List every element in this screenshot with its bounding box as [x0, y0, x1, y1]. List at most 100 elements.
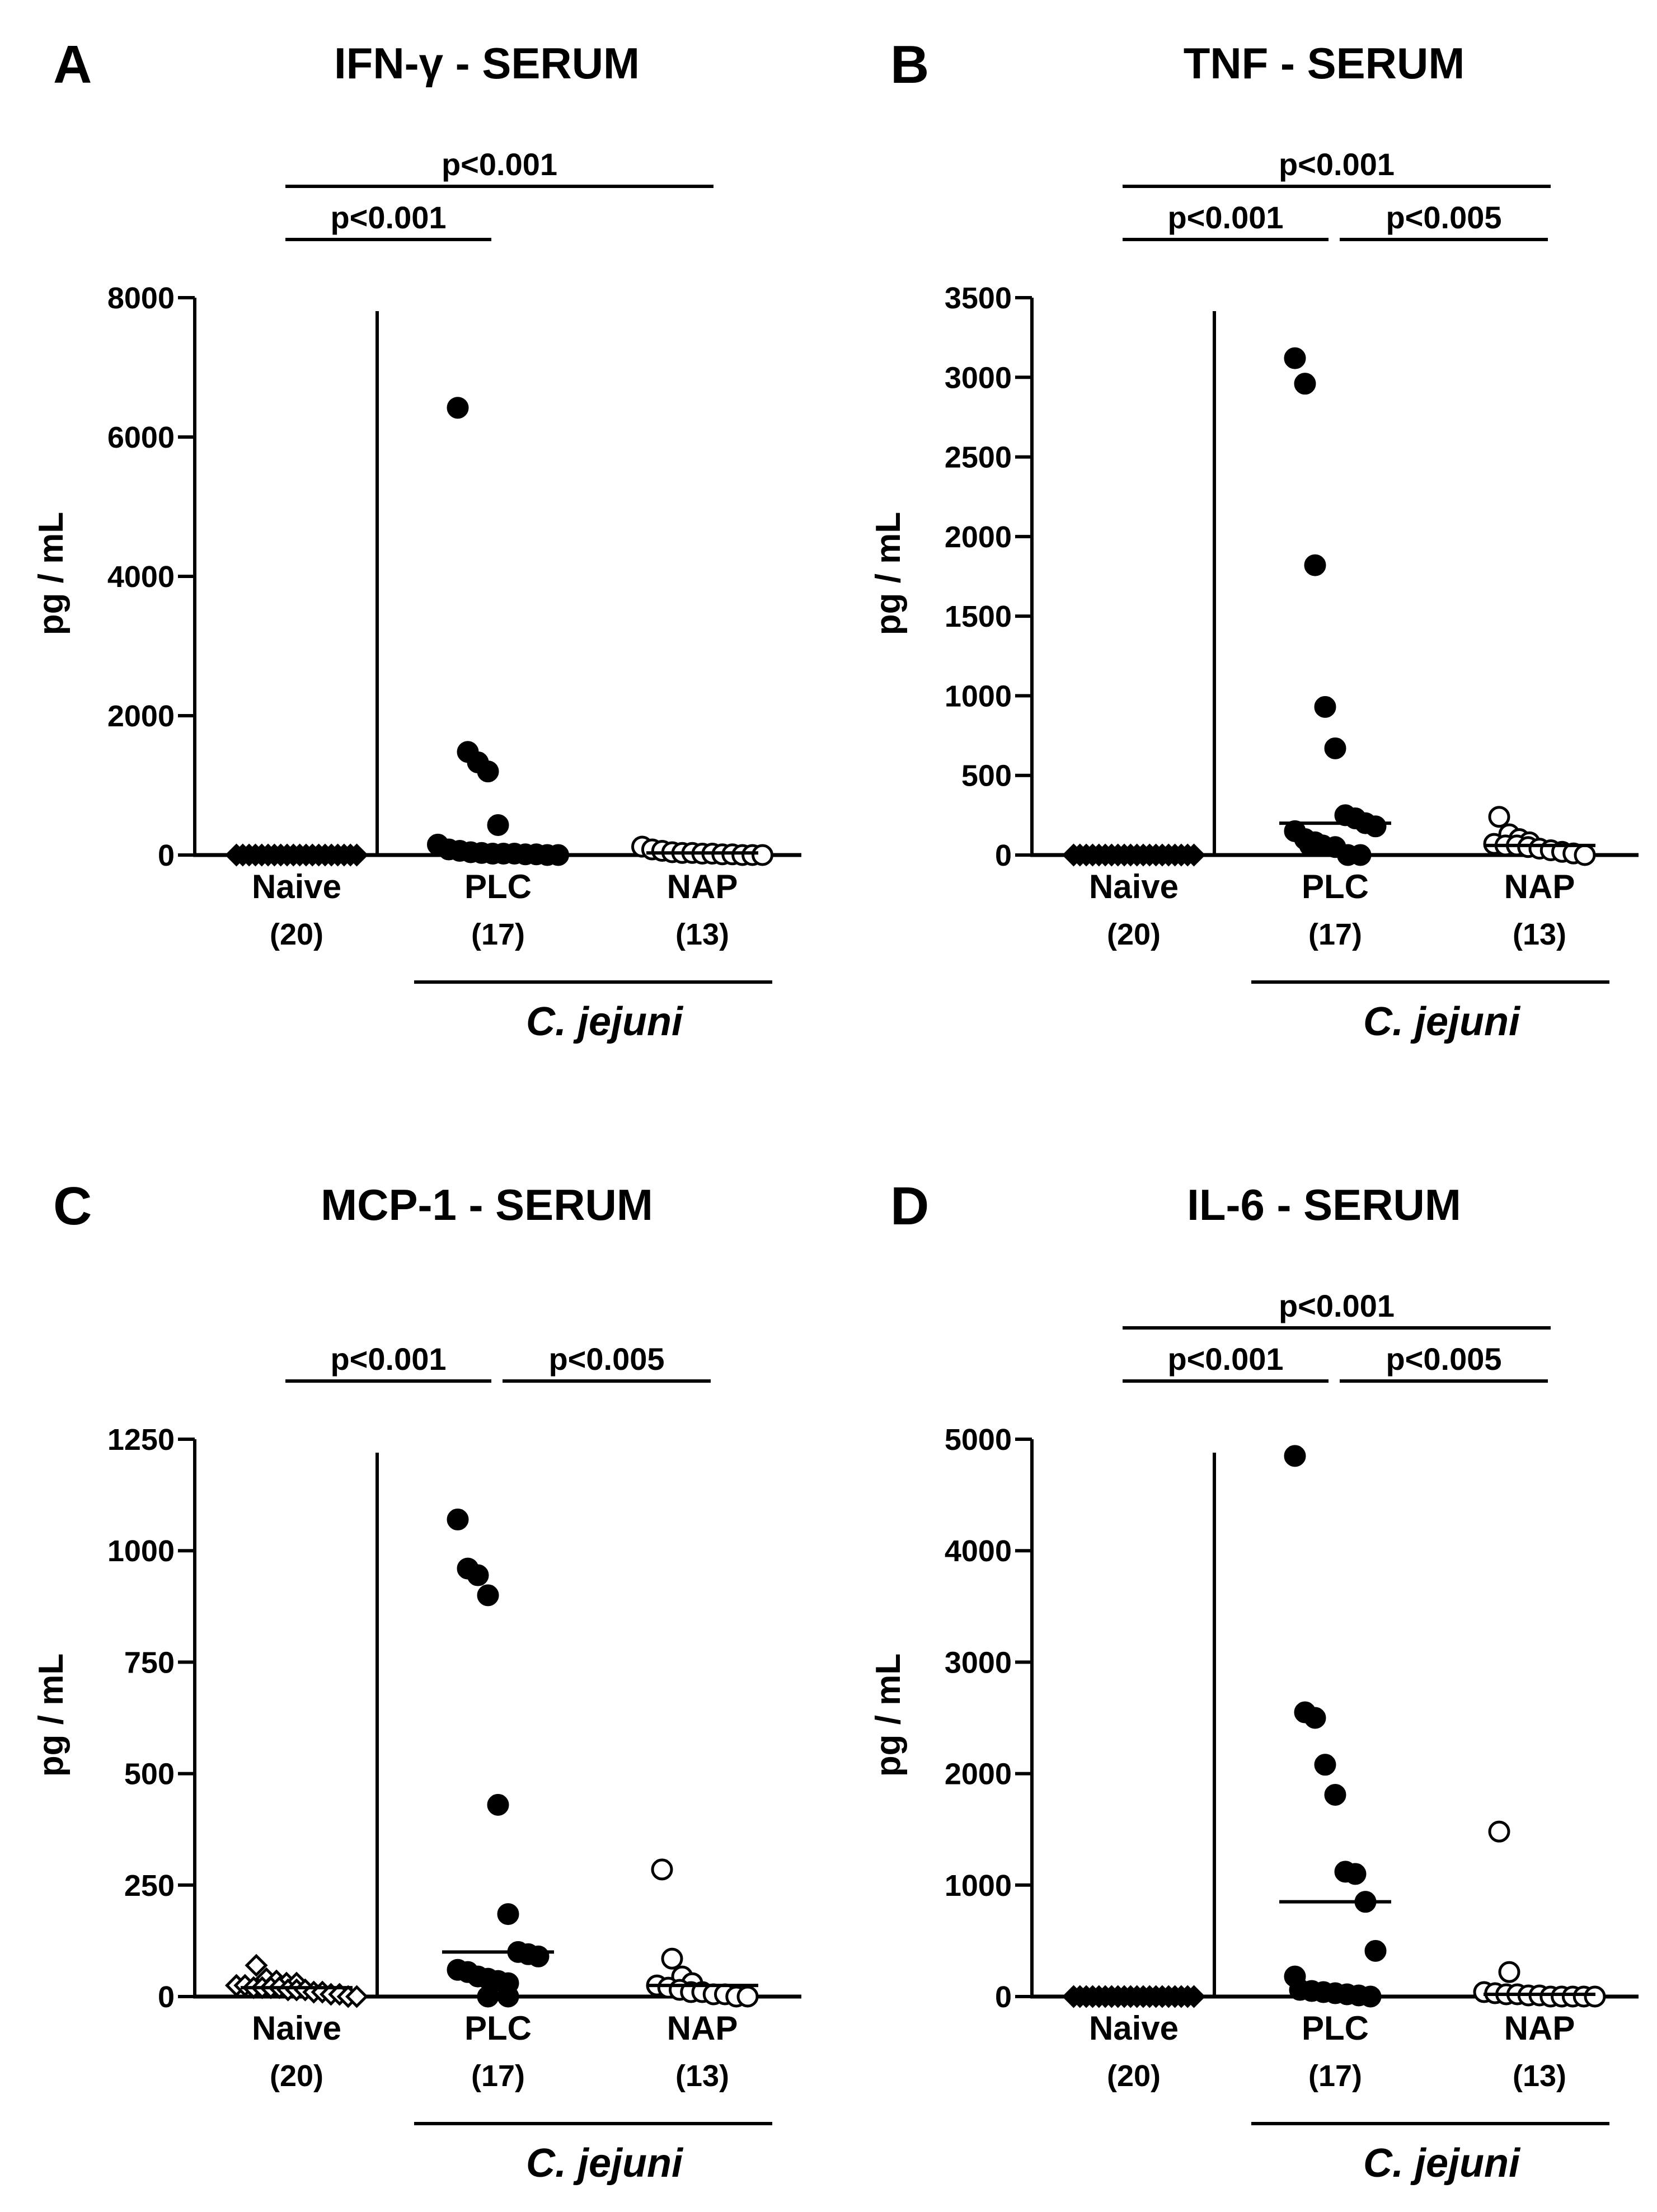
- y-tick-label: 1000: [945, 1869, 1012, 1903]
- data-point-plc: [487, 814, 509, 836]
- data-point-plc: [1364, 1939, 1387, 1962]
- data-point-nap: [661, 1947, 683, 1970]
- y-tick-label: 0: [158, 839, 175, 872]
- data-point-plc: [1314, 696, 1336, 718]
- y-tick-label: 0: [158, 1980, 175, 2014]
- data-point-plc: [497, 1985, 519, 2008]
- data-point-plc: [447, 397, 469, 419]
- data-point-plc: [547, 844, 569, 866]
- y-tick-label: 1000: [107, 1534, 175, 1568]
- p-value-label: p<0.005: [1386, 1341, 1501, 1377]
- data-point-naive: [1182, 1985, 1206, 2008]
- p-value-label: p<0.005: [548, 1341, 664, 1377]
- infected-group-label: C. jejuni: [526, 999, 684, 1044]
- p-value-label: p<0.001: [1279, 1288, 1395, 1323]
- y-tick-label: 1500: [945, 600, 1012, 633]
- data-point-nap: [1584, 1985, 1606, 2008]
- data-point-plc: [1364, 815, 1387, 838]
- panel-letter: D: [890, 1176, 929, 1236]
- data-point-nap: [752, 844, 773, 866]
- data-point-plc: [1344, 1863, 1367, 1885]
- group-count: (17): [1308, 2059, 1362, 2093]
- data-point-plc: [1304, 554, 1326, 576]
- group-count: (13): [675, 2059, 729, 2093]
- category-label: PLC: [464, 2009, 532, 2047]
- panel-b: B TNF - SERUM 0 500 1000 1500 2000 2500 3000 3500…: [869, 35, 1639, 1044]
- chart-title: IFN-γ - SERUM: [334, 39, 640, 88]
- p-value-label: p<0.001: [1167, 200, 1283, 235]
- data-point-nap: [1574, 844, 1596, 866]
- data-point-naive: [345, 1985, 369, 2008]
- y-tick-label: 3000: [945, 1646, 1012, 1679]
- group-count: (17): [471, 2059, 525, 2093]
- data-point-nap: [1488, 806, 1510, 828]
- data-point-plc: [467, 1564, 489, 1586]
- data-point-plc: [1284, 1445, 1306, 1467]
- data-point-naive: [345, 843, 369, 867]
- data-point-plc: [487, 1793, 509, 1816]
- category-label: NAP: [667, 2009, 738, 2047]
- y-tick-label: 4000: [945, 1534, 1012, 1568]
- infected-group-label: C. jejuni: [1363, 999, 1521, 1044]
- chart-title: TNF - SERUM: [1184, 39, 1465, 88]
- group-count: (13): [1513, 918, 1566, 951]
- data-point-plc: [1324, 1783, 1346, 1806]
- category-label: Naive: [1089, 868, 1179, 905]
- y-axis-label: pg / mL: [32, 512, 71, 635]
- y-tick-label: 500: [124, 1758, 175, 1791]
- y-tick-label: 500: [961, 759, 1012, 793]
- category-label: NAP: [667, 868, 738, 905]
- panel-letter: A: [53, 35, 92, 95]
- group-count: (17): [1308, 918, 1362, 951]
- data-point-naive: [1182, 843, 1206, 867]
- category-label: Naive: [252, 2009, 341, 2047]
- group-count: (20): [1107, 918, 1161, 951]
- p-value-label: p<0.001: [330, 200, 446, 235]
- data-point-plc: [1304, 1707, 1326, 1729]
- y-tick-label: 3000: [945, 361, 1012, 395]
- p-value-label: p<0.001: [1279, 147, 1395, 182]
- chart-title: MCP-1 - SERUM: [321, 1180, 653, 1229]
- panel-a: A IFN-γ - SERUM 0 2000 4000 6000 8000 pg / mL Na…: [32, 35, 801, 1044]
- category-label: Naive: [1089, 2009, 1179, 2047]
- p-value-label: p<0.005: [1386, 200, 1501, 235]
- data-point-plc: [477, 1985, 499, 2008]
- data-point-plc: [1314, 1754, 1336, 1776]
- category-label: NAP: [1504, 2009, 1575, 2047]
- category-label: PLC: [464, 868, 532, 905]
- data-point-plc: [447, 1508, 469, 1530]
- chart-title: IL-6 - SERUM: [1187, 1180, 1461, 1229]
- group-count: (13): [1513, 2059, 1566, 2093]
- y-tick-label: 2000: [107, 699, 175, 733]
- y-tick-label: 4000: [107, 560, 175, 594]
- data-point-plc: [497, 1903, 519, 1925]
- data-point-plc: [1324, 737, 1346, 759]
- infected-group-label: C. jejuni: [1363, 2141, 1521, 2186]
- data-point-nap: [651, 1858, 673, 1881]
- panel-c: C MCP-1 - SERUM 0 250 500 750 1000 1250 pg / mL N…: [32, 1176, 801, 2186]
- data-point-plc: [1349, 844, 1372, 866]
- category-label: PLC: [1302, 2009, 1369, 2047]
- y-tick-label: 750: [124, 1646, 175, 1679]
- y-axis-label: pg / mL: [869, 512, 908, 635]
- data-point-naive: [245, 1953, 268, 1977]
- group-count: (20): [270, 2059, 323, 2093]
- group-count: (13): [675, 918, 729, 951]
- y-tick-label: 2000: [945, 520, 1012, 554]
- y-tick-label: 8000: [107, 281, 175, 315]
- y-tick-label: 1250: [107, 1423, 175, 1457]
- group-count: (20): [270, 918, 323, 951]
- y-tick-label: 1000: [945, 679, 1012, 713]
- y-tick-label: 0: [995, 1980, 1012, 2014]
- category-label: PLC: [1302, 868, 1369, 905]
- y-tick-label: 2000: [945, 1758, 1012, 1791]
- data-point-plc: [477, 1584, 499, 1607]
- y-tick-label: 2500: [945, 441, 1012, 475]
- data-point-plc: [527, 1945, 550, 1967]
- data-point-plc: [1294, 373, 1316, 395]
- data-point-plc: [477, 760, 499, 783]
- p-value-label: p<0.001: [442, 147, 557, 182]
- y-tick-label: 6000: [107, 421, 175, 454]
- panel-letter: C: [53, 1176, 92, 1236]
